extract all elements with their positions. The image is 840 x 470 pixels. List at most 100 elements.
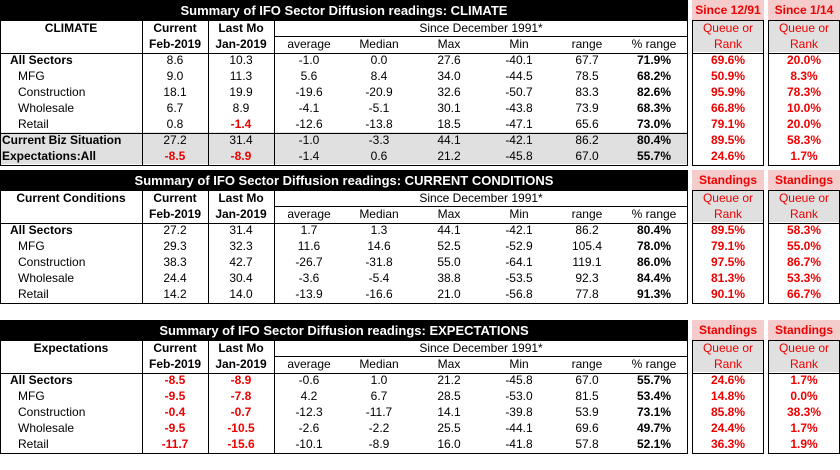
range-value: 86.2 [575,223,599,237]
avg-value: 11.6 [297,239,321,253]
side-col-1: Queue or Rank 24.6% 14.8% 85.8% 24.4% 36.3% [692,340,764,452]
range-value: 67.7 [575,53,599,67]
rank-value: 58.3% [786,133,822,147]
max-value: 38.8 [437,271,461,285]
grid-line [0,53,688,54]
current-value: 9.0 [166,69,184,83]
max-value: 32.6 [437,85,461,99]
min-value: -43.8 [505,101,533,115]
grid-line [0,373,688,374]
current-value: 24.4 [163,271,187,285]
rank-value: 24.6% [710,149,746,163]
avg-value: -12.6 [295,117,323,131]
rank-value: 14.8% [710,389,746,403]
last-month-value: -8.9 [230,373,252,387]
rank-value: 20.0% [786,53,822,67]
rank-value: 8.3% [790,69,818,83]
stat-header: range [571,37,603,51]
rank-value: 79.1% [710,117,746,131]
avg-value: -3.6 [298,271,320,285]
current-date: Feb-2019 [148,37,202,51]
max-value: 52.5 [437,239,461,253]
avg-value: 1.7 [300,223,318,237]
side-header-2: Standings [768,320,840,340]
row-label: MFG [18,389,45,403]
current-value: -9.5 [164,389,186,403]
last-date: Jan-2019 [215,207,267,221]
stat-header: average [287,37,331,51]
stat-header: average [287,207,331,221]
med-value: 8.4 [370,69,388,83]
current-date: Feb-2019 [148,357,202,371]
grid-line [142,190,143,304]
range-value: 67.0 [575,149,599,163]
min-value: -42.1 [505,223,533,237]
range-value: 92.3 [575,271,599,285]
pct-range-value: 80.4% [637,133,672,147]
med-value: -13.8 [365,117,393,131]
max-value: 44.1 [437,223,461,237]
last-date: Jan-2019 [215,37,267,51]
pct-range-value: 55.7% [637,149,672,163]
rank-value: 85.8% [710,405,746,419]
med-value: -5.4 [368,271,390,285]
max-value: 21.2 [437,373,461,387]
grid-line [142,20,143,166]
side-header-1: Standings [692,320,764,340]
stat-header: average [287,357,331,371]
avg-value: 5.6 [300,69,318,83]
queue-label: Queue or [778,21,830,35]
row-label: Retail [18,437,49,451]
last-month-value: 14.0 [229,287,253,301]
rank-label: Rank [713,207,742,221]
last-month-value: 19.9 [229,85,253,99]
med-value: 1.3 [370,223,388,237]
avg-value: -1.0 [298,133,320,147]
stat-header: Median [359,37,399,51]
last-month-header: Last Mo [218,341,264,355]
rank-value: 78.3% [786,85,822,99]
data-table: CLIMATE Current Last Mo Since December 1991… [0,20,689,164]
current-value: -11.7 [161,437,189,451]
min-value: -42.1 [505,133,533,147]
max-value: 30.1 [437,101,461,115]
header-row: CLIMATE Current Last Mo Since December 1991… [0,20,688,36]
med-value: -2.2 [368,421,390,435]
med-value: -8.9 [368,437,390,451]
range-value: 77.8 [575,287,599,301]
last-month-value: -8.9 [230,149,252,163]
header-row: Feb-2019 Jan-2019 average Median Max Min range… [0,356,688,372]
last-month-value: 31.4 [229,133,253,147]
current-header: Current [153,191,197,205]
rank-value: 66.7% [786,287,822,301]
last-month-header: Last Mo [218,191,264,205]
max-value: 14.1 [437,405,461,419]
last-month-value: -0.7 [230,405,252,419]
grid-line [768,223,840,224]
med-value: 0.6 [370,149,388,163]
row-label: Construction [18,255,86,269]
section-2: Summary of IFO Sector Diffusion readings… [0,320,840,470]
row-label: All Sectors [10,53,73,67]
grid-line [768,373,840,374]
current-date: Feb-2019 [148,207,202,221]
blank-cell [0,206,142,222]
med-value: -31.8 [365,255,393,269]
avg-value: -2.6 [298,421,320,435]
grid-line [768,53,840,54]
current-value: 38.3 [163,255,187,269]
since-header: Since December 1991* [419,191,543,205]
current-value: 8.6 [166,53,184,67]
side-col-2: Queue or Rank 58.3% 55.0% 86.7% 53.3% 66.7% [768,190,840,302]
row-label: MFG [18,239,45,253]
row-label: Retail [18,287,49,301]
header-row: Feb-2019 Jan-2019 average Median Max Min range… [0,36,688,52]
min-value: -39.8 [505,405,533,419]
table-row: All Sectors -8.5 -8.9 -0.6 1.0 21.2 -45.8 67.0 5… [0,372,688,388]
grid-line [274,190,275,304]
min-value: -64.1 [505,255,533,269]
med-value: 14.6 [367,239,391,253]
rank-value: 53.3% [786,271,822,285]
min-value: -44.1 [505,421,533,435]
section-0: Summary of IFO Sector Diffusion readings… [0,0,840,166]
